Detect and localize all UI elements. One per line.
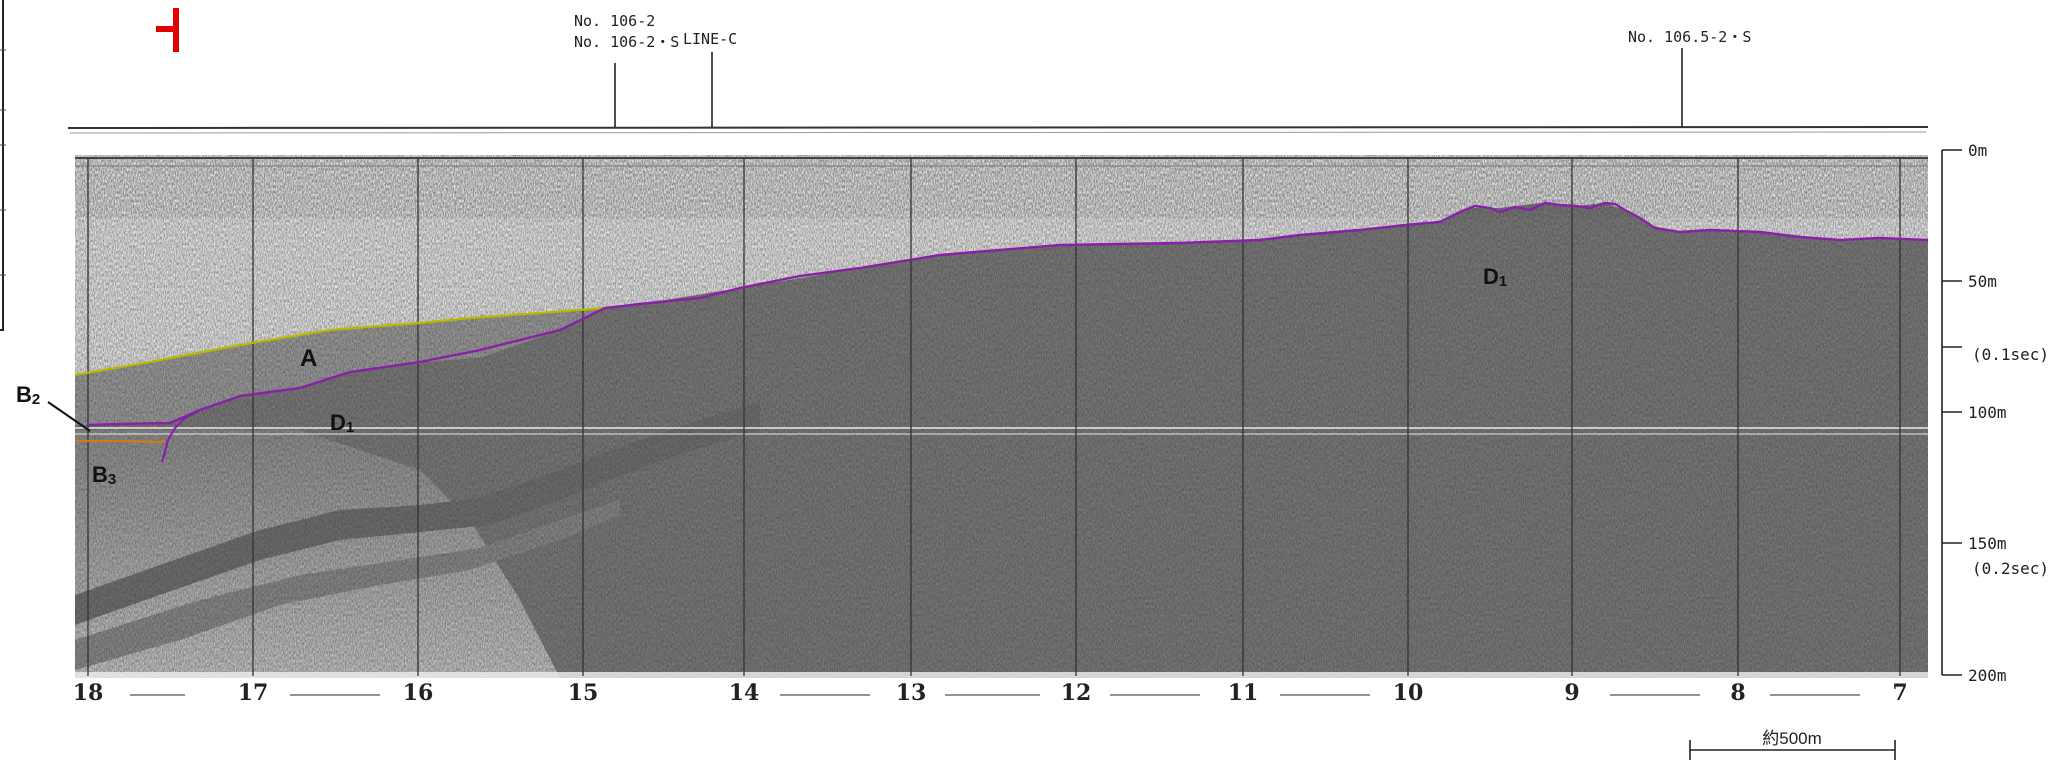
depth-label-150m: 150m bbox=[1968, 534, 2007, 553]
shot-point-numbers: 18 17 16 15 14 13 12 11 10 9 8 7 bbox=[73, 680, 1908, 706]
scale-bar-label: 約500m bbox=[1762, 729, 1822, 748]
shot-point-16: 16 bbox=[403, 680, 434, 706]
shot-point-14: 14 bbox=[729, 680, 760, 706]
shot-point-12: 12 bbox=[1061, 680, 1092, 706]
layer-label-b2-sub: 2 bbox=[32, 391, 40, 408]
shot-point-15: 15 bbox=[568, 680, 599, 706]
horizon-d1 bbox=[87, 201, 1929, 427]
layer-label-b2: B2 bbox=[16, 382, 40, 408]
horizon-a-top bbox=[74, 306, 606, 377]
horizontal-scale-bar bbox=[1689, 740, 1896, 760]
direction-mark bbox=[156, 8, 179, 52]
layer-label-d1-left: D1 bbox=[330, 410, 354, 436]
shot-point-9: 9 bbox=[1564, 680, 1579, 706]
shot-point-7: 7 bbox=[1892, 680, 1907, 706]
layer-label-d1-right: D1 bbox=[1483, 264, 1507, 290]
depth-label-50m: 50m bbox=[1968, 272, 1997, 291]
layer-label-b3-sub: 3 bbox=[108, 471, 116, 488]
left-frame-edge bbox=[0, 0, 6, 331]
layer-label-b3-main: B bbox=[92, 462, 108, 487]
horizon-d1-branch bbox=[160, 409, 201, 463]
shot-point-11: 11 bbox=[1228, 680, 1259, 706]
marker-label-106-2: No. 106-2 bbox=[574, 12, 655, 30]
seismic-panel bbox=[75, 155, 1928, 678]
layer-label-b3: B3 bbox=[92, 462, 116, 488]
depth-label-200m: 200m bbox=[1968, 666, 2007, 685]
shot-point-8: 8 bbox=[1730, 680, 1745, 706]
marker-label-line-c: LINE-C bbox=[683, 30, 737, 48]
layer-label-d1-right-main: D bbox=[1483, 264, 1499, 289]
sea-surface-line bbox=[67, 126, 1929, 134]
depth-label-0-1sec: (0.1sec) bbox=[1972, 345, 2049, 364]
depth-label-100m: 100m bbox=[1968, 403, 2007, 422]
layer-label-d1-left-sub: 1 bbox=[346, 419, 354, 436]
shot-point-13: 13 bbox=[896, 680, 927, 706]
marker-label-106-5-2-s: No. 106.5-2・S bbox=[1628, 28, 1751, 46]
shot-point-18: 18 bbox=[73, 680, 104, 706]
shot-point-lines bbox=[87, 158, 1901, 676]
layer-label-a: A bbox=[300, 345, 317, 372]
layer-label-d1-right-sub: 1 bbox=[1499, 273, 1507, 290]
layer-label-b2-main: B bbox=[16, 382, 32, 407]
depth-label-0-2sec: (0.2sec) bbox=[1972, 559, 2049, 578]
layer-label-d1-left-main: D bbox=[330, 410, 346, 435]
horizon-b3 bbox=[75, 439, 166, 444]
marker-label-106-2-s: No. 106-2・S bbox=[574, 33, 679, 51]
shot-point-17: 17 bbox=[238, 680, 269, 706]
depth-scale bbox=[1941, 149, 1962, 676]
shot-point-10: 10 bbox=[1393, 680, 1424, 706]
layer-label-b2-leader bbox=[47, 401, 91, 432]
depth-label-0m: 0m bbox=[1968, 141, 1987, 160]
